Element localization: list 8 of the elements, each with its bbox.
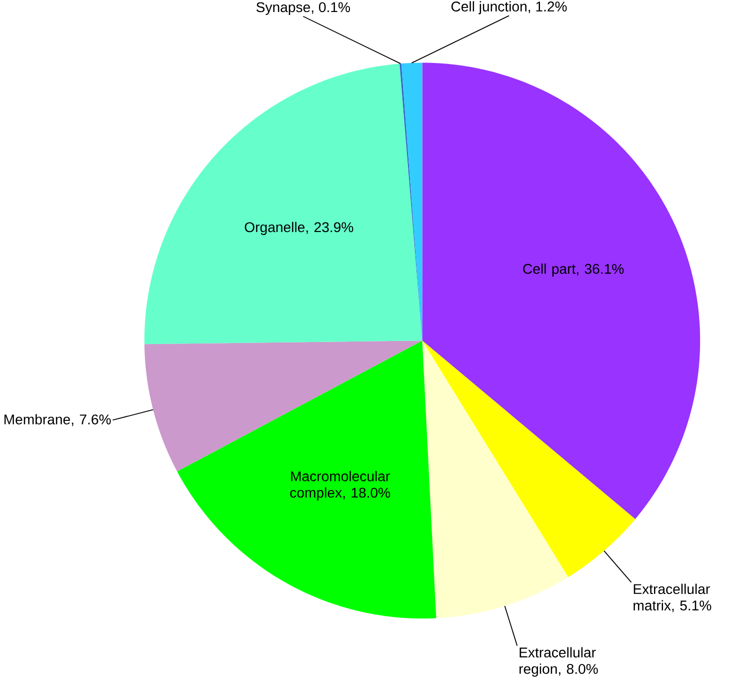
slice-label: Membrane, 7.6% xyxy=(4,414,111,426)
slice-label: Extracellular region, 8.0% xyxy=(520,647,598,677)
slice-label: Extracellular matrix, 5.1% xyxy=(634,584,712,612)
slice-label: Cell part, 36.1% xyxy=(523,264,624,277)
slice-label: Cell junction, 1.2% xyxy=(451,1,567,14)
slice-label: Organelle, 23.9% xyxy=(244,222,354,236)
slice-label: Synapse, 0.1% xyxy=(256,2,350,16)
slice-label: Macromolecular complex, 18.0% xyxy=(290,470,390,501)
